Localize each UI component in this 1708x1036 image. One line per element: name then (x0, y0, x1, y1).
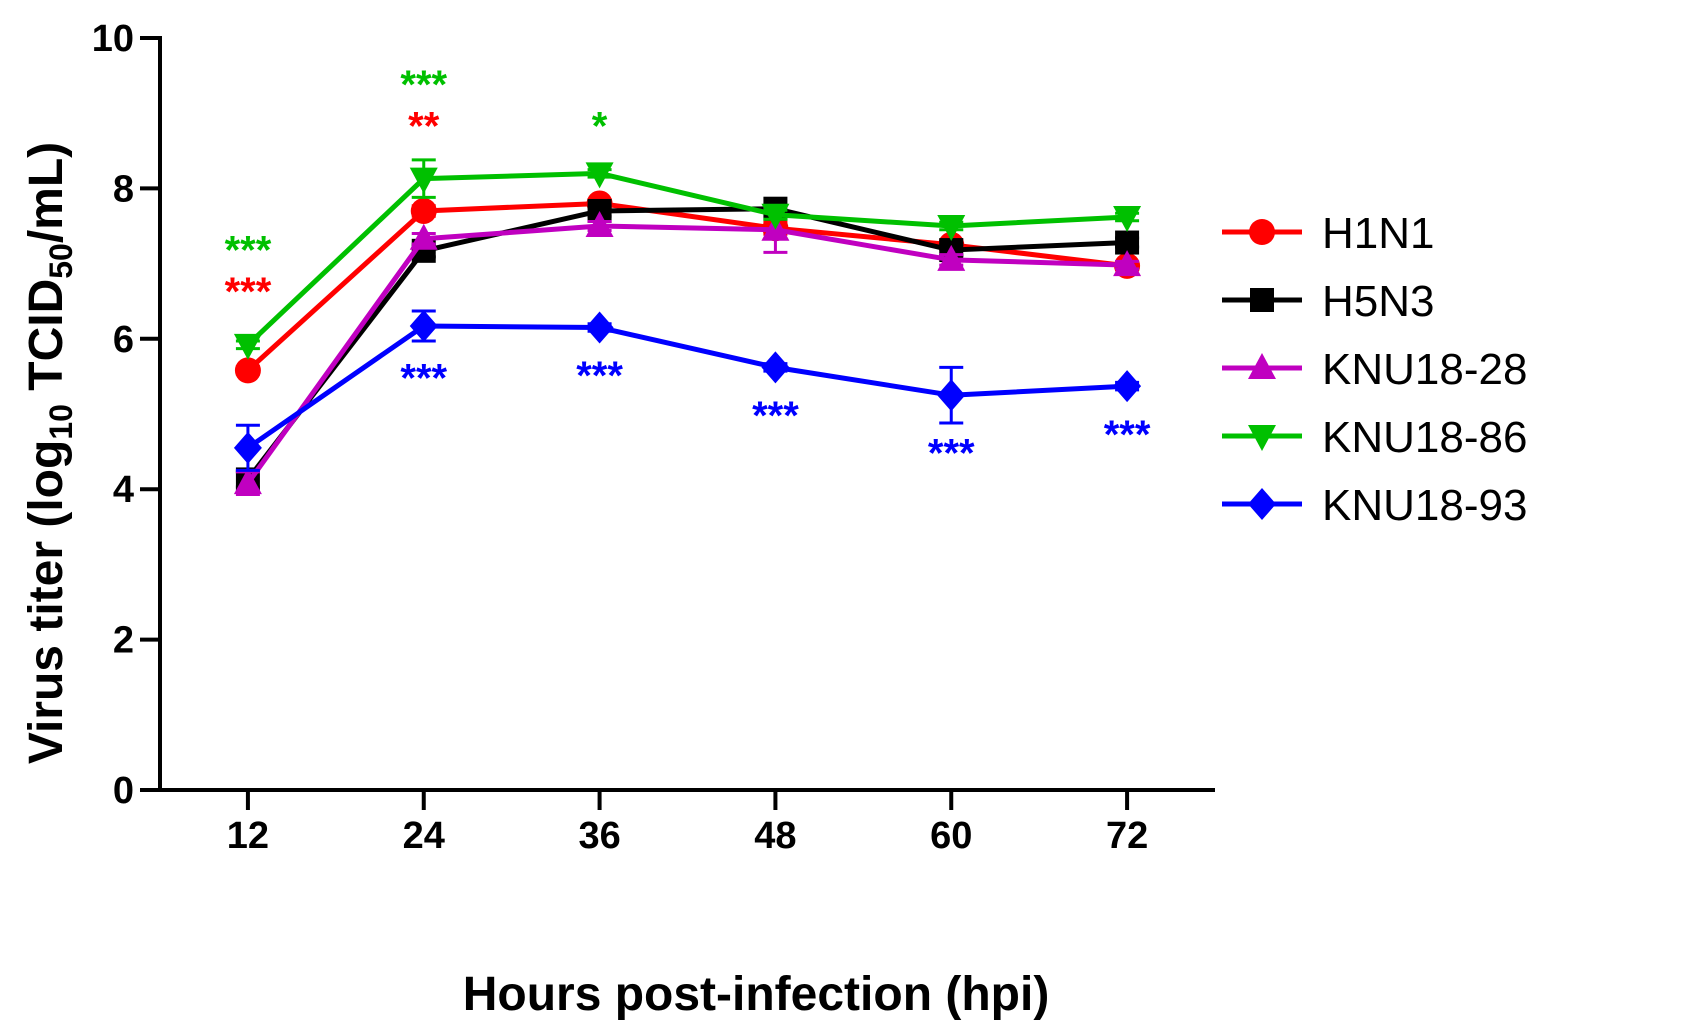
x-axis-title: Hours post-infection (hpi) (463, 968, 1050, 1021)
significance-label: *** (1104, 413, 1151, 457)
y-tick-label: 0 (113, 770, 134, 812)
y-axis-title-middle: TCID (20, 279, 73, 404)
data-point (1113, 370, 1142, 403)
significance-label: *** (576, 354, 623, 398)
significance-label: *** (400, 63, 447, 107)
series-h1n1 (234, 190, 1141, 384)
legend-item: KNU18-28 (1222, 345, 1527, 394)
data-point (410, 197, 437, 224)
x-tick-label: 24 (403, 815, 445, 857)
data-point (585, 162, 614, 189)
y-axis-title-prefix: Virus titer (log (20, 440, 73, 765)
y-axis-title-suffix: /mL) (20, 142, 73, 243)
data-point (409, 310, 438, 343)
y-axis-title-sub1: 10 (43, 404, 79, 440)
y-tick-label: 2 (113, 620, 134, 662)
series-layer (233, 158, 1142, 496)
y-tick-label: 8 (113, 168, 134, 210)
legend-item: KNU18-86 (1222, 413, 1527, 462)
data-point (761, 203, 790, 230)
significance-label: *** (225, 229, 272, 273)
data-point (1113, 250, 1142, 277)
legend-label: KNU18-86 (1322, 413, 1527, 462)
data-point (937, 379, 966, 412)
series-line (246, 323, 1128, 450)
significance-label: *** (400, 356, 447, 400)
y-tick-label: 4 (113, 469, 134, 511)
significance-label: *** (225, 270, 272, 314)
x-tick-label: 72 (1106, 815, 1148, 857)
data-point (937, 215, 966, 241)
data-point (937, 244, 966, 271)
significance-label: *** (928, 432, 975, 476)
legend-label: KNU18-93 (1322, 481, 1527, 530)
legend-item: H5N3 (1222, 277, 1435, 326)
legend-label: H1N1 (1322, 209, 1435, 258)
legend-marker (1250, 288, 1274, 312)
data-point (409, 167, 438, 194)
significance-label: * (592, 105, 608, 149)
legend-marker (1248, 488, 1276, 520)
legend-marker (1249, 219, 1275, 245)
series-knu18-86 (233, 158, 1142, 360)
data-point (233, 431, 262, 464)
legend-marker (1248, 353, 1276, 379)
y-tick-label: 6 (113, 319, 134, 361)
series-line (246, 170, 1128, 347)
y-tick-label: 10 (92, 18, 134, 60)
legend-item: H1N1 (1222, 209, 1435, 258)
x-tick-label: 36 (578, 815, 620, 857)
x-tick-label: 12 (227, 815, 269, 857)
data-point (234, 357, 261, 384)
data-point (409, 223, 438, 250)
data-point (585, 311, 614, 344)
legend-item: KNU18-93 (1222, 481, 1527, 530)
data-point (233, 333, 262, 360)
significance-label: ** (408, 105, 440, 149)
significance-label: *** (752, 394, 799, 438)
significance-annotations: *********** **** ********* *** (225, 63, 1151, 475)
series-h5n3 (235, 196, 1140, 492)
series-line (245, 223, 1128, 485)
series-knu18-93 (233, 309, 1142, 472)
legend: H1N1 H5N3 KNU18-28 KNU18-86 KNU18-93 (1222, 209, 1527, 530)
data-point (761, 351, 790, 384)
data-point (585, 211, 614, 237)
legend-label: KNU18-28 (1322, 345, 1527, 394)
x-tick-label: 60 (930, 815, 972, 857)
y-axis-title-sub2: 50 (43, 243, 79, 279)
data-point (233, 468, 262, 495)
y-axis-title: Virus titer (log10 TCID50/mL) (20, 142, 79, 764)
series-line (245, 206, 1128, 481)
x-tick-label: 48 (754, 815, 796, 857)
legend-marker (1248, 425, 1276, 451)
data-point (1113, 205, 1142, 232)
legend-label: H5N3 (1322, 277, 1435, 326)
